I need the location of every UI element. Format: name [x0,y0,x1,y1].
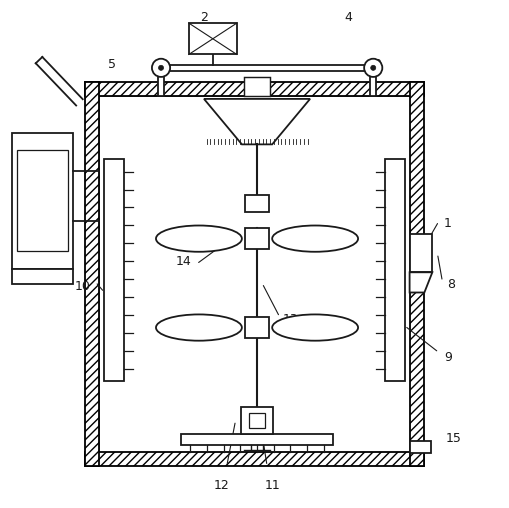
Bar [181,434,333,446]
Text: 7: 7 [36,197,44,210]
Bar [410,234,432,272]
Bar [85,82,424,97]
Bar [244,77,270,97]
Text: 9: 9 [444,351,452,364]
Text: 13: 13 [282,313,298,326]
Bar [241,406,273,434]
Bar [245,228,269,249]
Text: 1: 1 [444,217,452,230]
Text: 8: 8 [447,278,456,291]
Bar [410,441,431,453]
Bar [99,97,410,452]
Circle shape [152,59,170,77]
Bar [410,82,424,466]
Bar [85,82,99,466]
Bar [158,71,164,97]
Text: 15: 15 [445,432,461,445]
Bar [85,452,424,466]
Bar [12,269,73,284]
Circle shape [364,59,382,77]
Polygon shape [410,272,432,293]
Bar [17,150,68,251]
Bar [245,195,269,212]
Text: 10: 10 [74,280,90,293]
Text: 12: 12 [214,479,230,492]
Circle shape [371,66,376,70]
Bar [104,159,124,382]
Ellipse shape [156,314,242,341]
Text: 14: 14 [176,255,191,268]
Bar [245,317,269,338]
Text: 3: 3 [373,58,381,71]
Bar [189,23,237,54]
Polygon shape [204,99,310,144]
Ellipse shape [272,314,358,341]
Ellipse shape [156,226,242,252]
Text: 2: 2 [200,11,208,24]
Bar [385,159,405,382]
Bar [12,133,73,269]
Bar [370,71,376,97]
Text: 11: 11 [264,479,280,492]
Text: 4: 4 [344,11,352,24]
Bar [249,413,265,428]
Ellipse shape [272,226,358,252]
Circle shape [158,66,163,70]
Text: 5: 5 [107,58,116,71]
